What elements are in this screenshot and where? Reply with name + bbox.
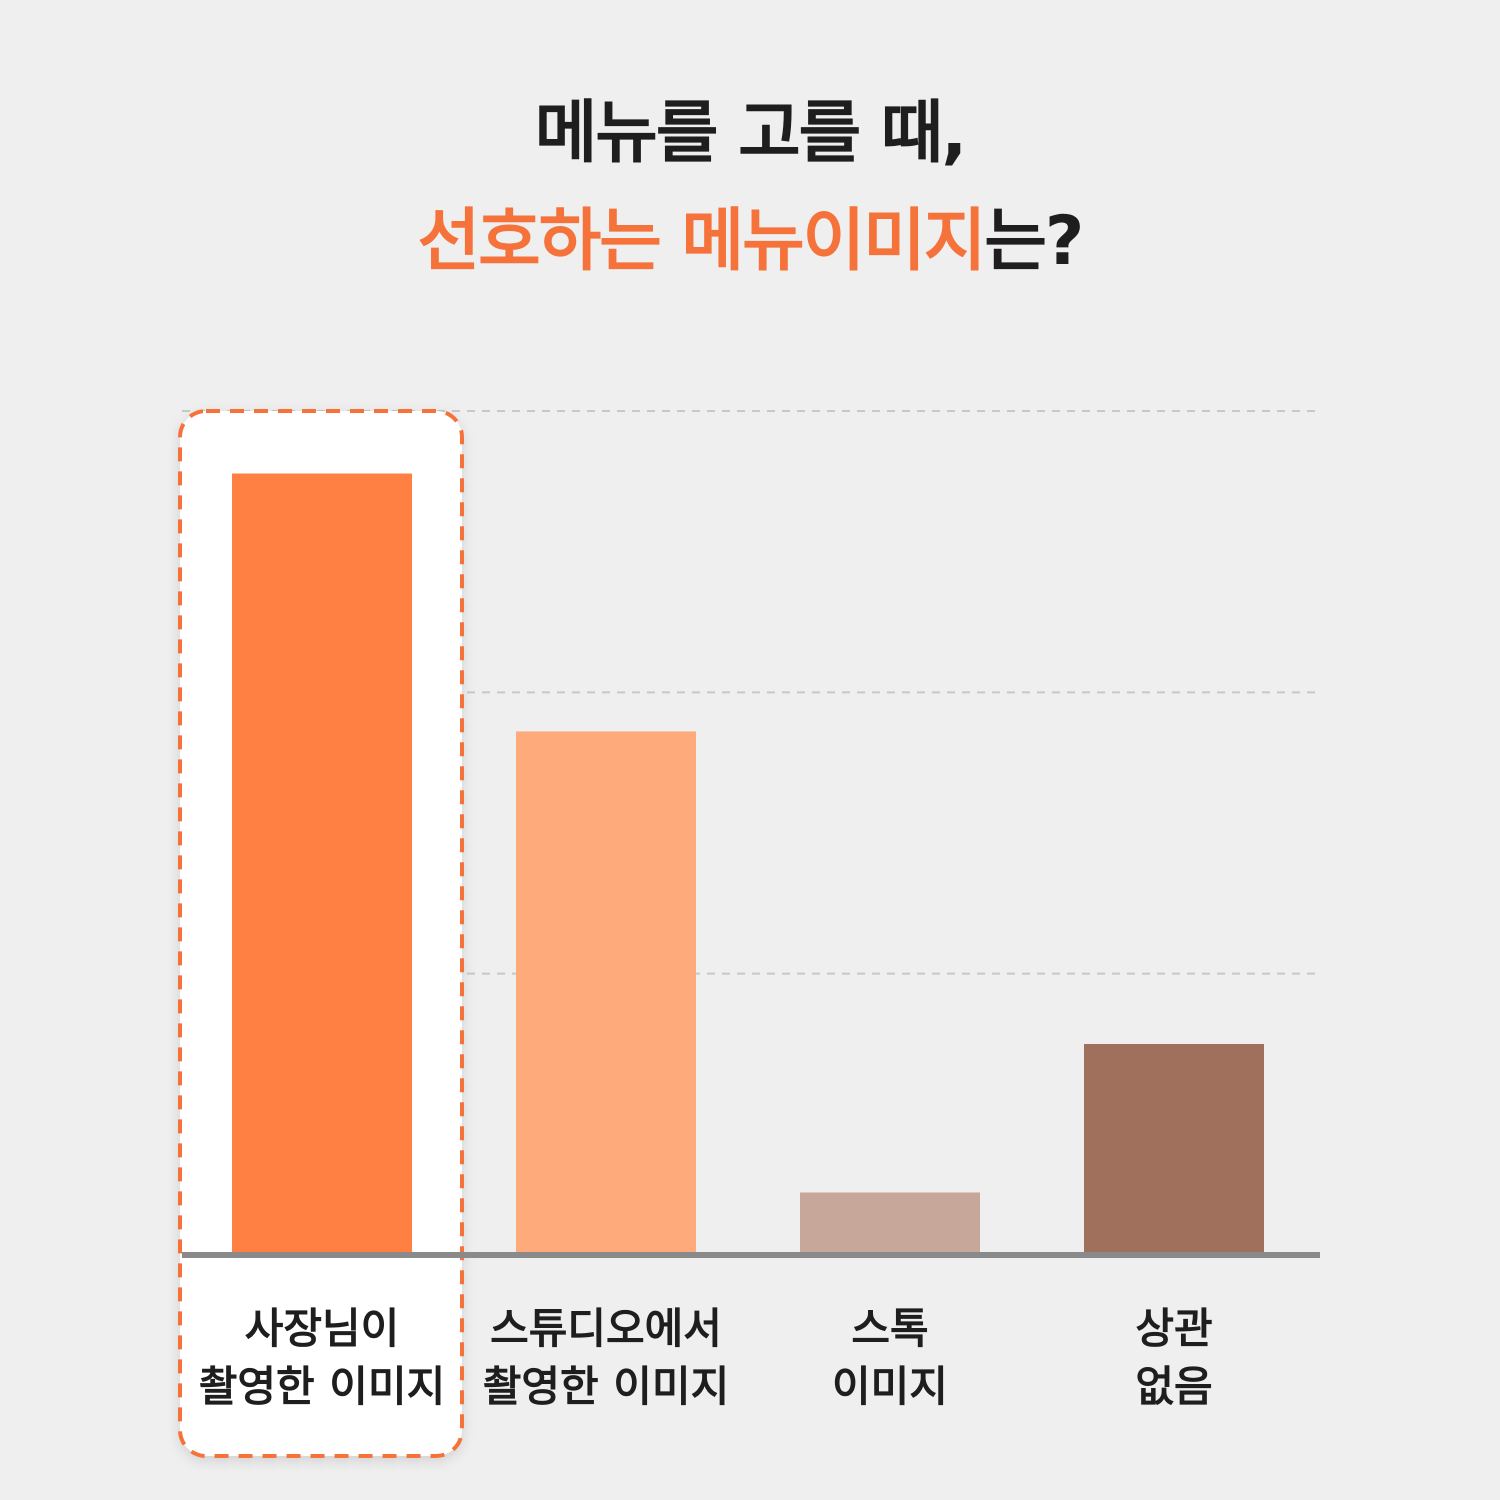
title-accent: 선호하는 메뉴이미지 (417, 202, 987, 281)
x-tick-label-line: 스톡 (851, 1304, 928, 1353)
title-rest: 는? (984, 202, 1084, 281)
x-tick-label-line: 없음 (1135, 1362, 1212, 1411)
x-tick-label-line: 촬영한 이미지 (199, 1362, 445, 1411)
x-tick-label-line: 사장님이 (245, 1304, 400, 1353)
x-tick-label-line: 촬영한 이미지 (483, 1362, 729, 1411)
bar (1084, 1044, 1264, 1255)
bar (516, 731, 696, 1255)
x-tick-label-line: 스튜디오에서 (490, 1304, 722, 1353)
title-line-2: 선호하는 메뉴이미지는? (0, 208, 1500, 276)
bar (232, 473, 412, 1255)
title-line-1: 메뉴를 고를 때, (534, 94, 968, 173)
bar (800, 1192, 980, 1255)
x-tick-label-line: 이미지 (832, 1362, 948, 1411)
x-tick-label-line: 상관 (1135, 1304, 1212, 1353)
chart-title: 메뉴를 고를 때, 선호하는 메뉴이미지는? (0, 100, 1500, 276)
